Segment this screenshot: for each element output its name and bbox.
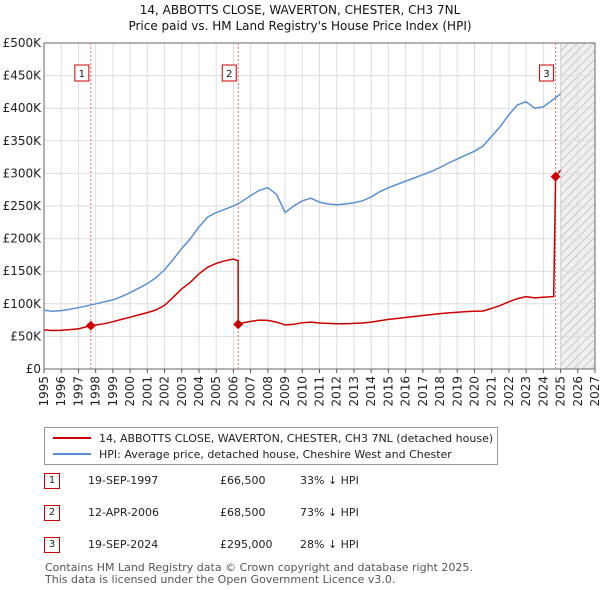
x-tick-label: 2024 [536, 376, 550, 407]
x-tick-label: 2014 [364, 376, 378, 407]
sale-number-badge: 1 [44, 473, 60, 489]
sale-marker-box [74, 64, 90, 82]
x-tick-label: 2005 [209, 376, 223, 407]
property-price-line [43, 169, 562, 332]
x-tick-label: 2006 [226, 376, 240, 407]
y-tick-label: £250K [3, 199, 43, 213]
chart-subtitle: Price paid vs. HM Land Registry's House … [128, 19, 472, 33]
sale-hpi-diff: 33% ↓ HPI [300, 474, 359, 487]
x-tick-label: 2015 [381, 376, 395, 407]
x-tick-label: 2008 [261, 376, 275, 407]
x-tick-label: 2017 [416, 376, 430, 407]
x-tick-label: 2013 [347, 376, 361, 407]
y-tick-label: £150K [3, 264, 43, 278]
footer: Contains HM Land Registry data © Crown c… [45, 562, 473, 586]
x-tick-label: 1995 [37, 376, 51, 407]
y-tick-label: £400K [3, 101, 43, 115]
chart-title: 14, ABBOTTS CLOSE, WAVERTON, CHESTER, CH… [139, 3, 461, 17]
plot-frame [43, 42, 596, 370]
sale-row: 1 19-SEP-1997 £66,500 33% ↓ HPI [44, 470, 444, 492]
sale-hpi-diff: 73% ↓ HPI [300, 506, 359, 519]
x-tick-label: 2010 [295, 376, 309, 407]
sale-marker-label: 3 [543, 69, 549, 80]
price-chart: £0 £50K £100K £150K £200K £250K £300K £350K £400… [3, 36, 600, 407]
y-tick-label: £500K [3, 36, 43, 50]
legend: 14, ABBOTTS CLOSE, WAVERTON, CHESTER, CH… [44, 427, 498, 465]
y-tick-label: £300K [3, 166, 43, 180]
y-tick-label: £0 [26, 362, 41, 376]
x-tick-label: 2022 [502, 376, 516, 407]
legend-swatch-hpi [53, 453, 91, 455]
y-tick-label: £200K [3, 232, 43, 246]
x-tick-label: 2003 [175, 376, 189, 407]
sale-point [550, 171, 561, 182]
sale-marker-box [539, 64, 555, 82]
sale-date: 12-APR-2006 [88, 506, 160, 519]
legend-swatch-property [53, 437, 91, 439]
x-tick-label: 2018 [433, 376, 447, 407]
sale-marker-box [221, 64, 237, 82]
sale-point [233, 319, 244, 330]
x-tick-label: 2002 [158, 376, 172, 407]
x-tick-label: 1999 [106, 376, 120, 407]
x-tick-label: 2009 [278, 376, 292, 407]
footer-licence: This data is licensed under the Open Gov… [45, 573, 396, 586]
sale-row: 2 12-APR-2006 £68,500 73% ↓ HPI [44, 502, 444, 524]
sale-date: 19-SEP-1997 [88, 474, 159, 487]
y-tick-label: £50K [10, 329, 42, 343]
x-tick-label: 2023 [519, 376, 533, 407]
legend-item-property: 14, ABBOTTS CLOSE, WAVERTON, CHESTER, CH… [53, 430, 493, 446]
x-tick-label: 2007 [244, 376, 258, 407]
x-tick-label: 2025 [554, 376, 568, 407]
sale-marker-label: 1 [79, 69, 85, 80]
sale-number-badge: 3 [44, 537, 60, 553]
x-tick-label: 2021 [485, 376, 499, 407]
x-tick-label: 2004 [192, 376, 206, 407]
sale-number-badge: 2 [44, 505, 60, 521]
sale-row: 3 19-SEP-2024 £295,000 28% ↓ HPI [44, 534, 444, 556]
x-tick-label: 2012 [330, 376, 344, 407]
hpi-line [43, 93, 562, 313]
x-tick-label: 2020 [467, 376, 481, 407]
y-tick-label: £450K [3, 69, 43, 83]
y-tick-label: £100K [3, 297, 43, 311]
footer-copyright: Contains HM Land Registry data © Crown c… [45, 561, 473, 574]
x-tick-label: 2011 [313, 376, 327, 407]
x-tick-label: 2001 [140, 376, 154, 407]
x-tick-label: 2000 [123, 376, 137, 407]
y-tick-label: £350K [3, 134, 43, 148]
legend-label-property: 14, ABBOTTS CLOSE, WAVERTON, CHESTER, CH… [99, 431, 494, 445]
x-tick-label: 1997 [71, 376, 85, 407]
sale-marker-label: 2 [226, 69, 232, 80]
legend-item-hpi: HPI: Average price, detached house, Ches… [53, 446, 452, 462]
legend-label-hpi: HPI: Average price, detached house, Ches… [99, 447, 452, 461]
x-tick-label: 2026 [571, 376, 585, 407]
x-tick-label: 1998 [89, 376, 103, 407]
sale-price: £68,500 [220, 506, 266, 519]
sale-price: £66,500 [220, 474, 266, 487]
x-tick-label: 2027 [588, 376, 600, 407]
x-tick-label: 1996 [54, 376, 68, 407]
x-tick-label: 2019 [450, 376, 464, 407]
x-tick-label: 2016 [399, 376, 413, 407]
sale-hpi-diff: 28% ↓ HPI [300, 538, 359, 551]
sale-date: 19-SEP-2024 [88, 538, 159, 551]
sale-price: £295,000 [220, 538, 273, 551]
